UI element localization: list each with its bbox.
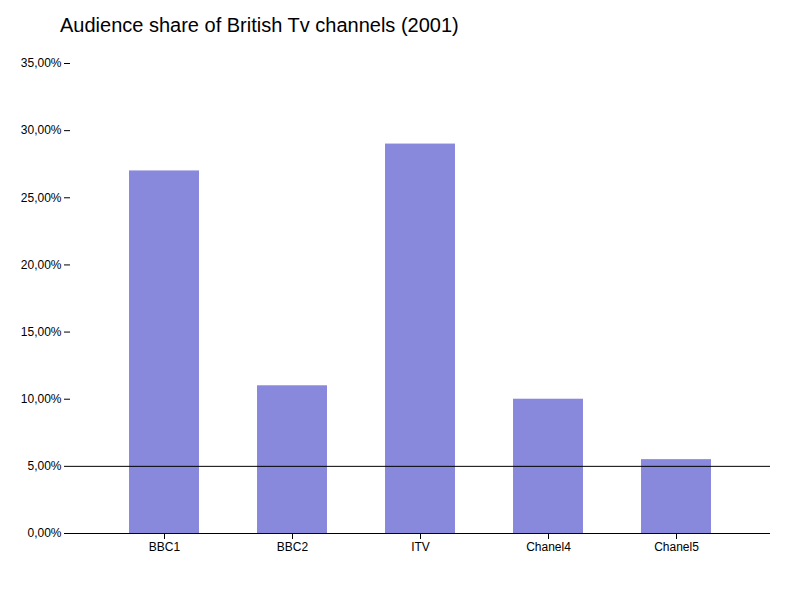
svg-text:10,00%: 10,00% bbox=[21, 392, 62, 406]
svg-text:35,00%: 35,00% bbox=[21, 56, 62, 70]
svg-text:0,00%: 0,00% bbox=[27, 526, 61, 540]
svg-text:ITV: ITV bbox=[411, 540, 430, 554]
svg-text:25,00%: 25,00% bbox=[21, 191, 62, 205]
svg-text:Chanel5: Chanel5 bbox=[654, 540, 699, 554]
svg-text:30,00%: 30,00% bbox=[21, 123, 62, 137]
svg-text:5,00%: 5,00% bbox=[27, 459, 61, 473]
svg-text:BBC2: BBC2 bbox=[277, 540, 309, 554]
svg-text:15,00%: 15,00% bbox=[21, 325, 62, 339]
svg-text:Chanel4: Chanel4 bbox=[526, 540, 571, 554]
html-text:Audience share of British Tv c: Audience share of British Tv channels (2… bbox=[60, 14, 459, 36]
svg-text:BBC1: BBC1 bbox=[149, 540, 181, 554]
svg-text:20,00%: 20,00% bbox=[21, 258, 62, 272]
